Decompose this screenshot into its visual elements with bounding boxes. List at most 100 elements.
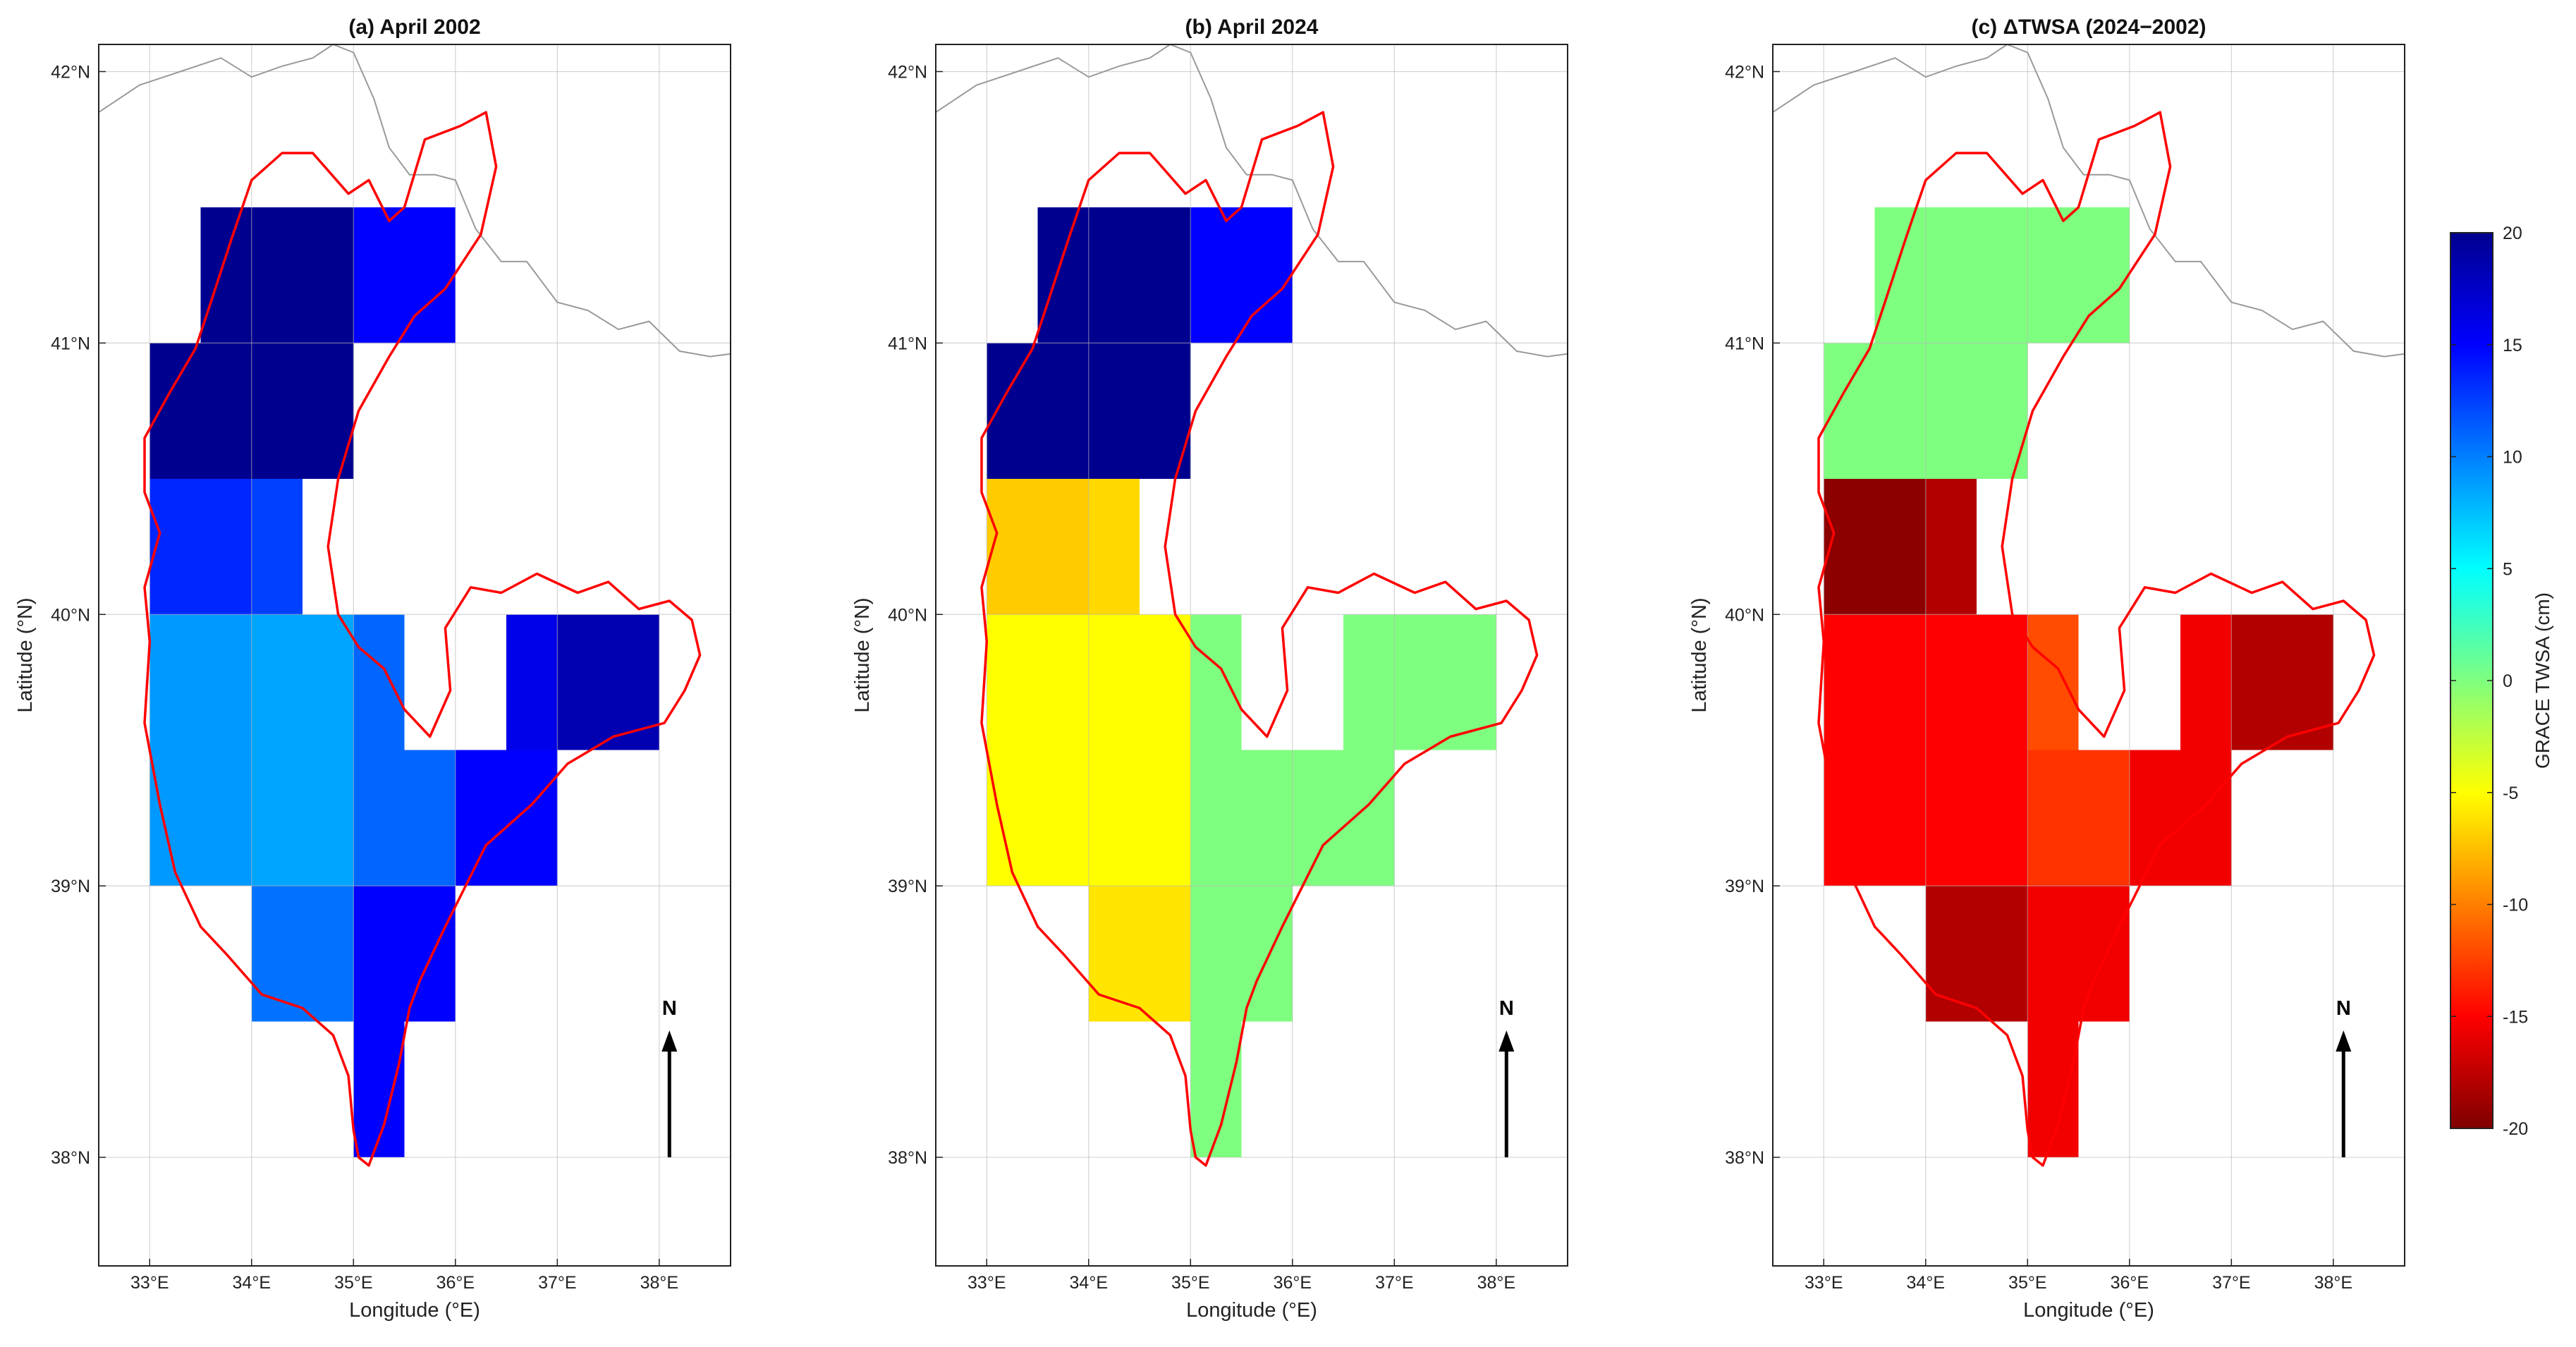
colorbar: 20 15 10 5 0 -5 -10 -15 -20 GRACE TWSA (cm) <box>2450 224 2553 1139</box>
colorbar-tick-label: 5 <box>2503 559 2513 579</box>
colorbar-tick-label: -20 <box>2503 1119 2528 1139</box>
x-tick-label: 36°E <box>1274 1273 1312 1293</box>
twsa-cell <box>2027 614 2079 750</box>
x-tick-label: 34°E <box>1070 1273 1108 1293</box>
y-tick-label: 39°N <box>888 877 927 896</box>
coastline <box>1772 43 2405 358</box>
north-arrow: N <box>661 997 678 1158</box>
basin-boundary <box>1817 111 2376 1167</box>
north-arrow-head <box>1498 1030 1515 1052</box>
y-tick-label: 39°N <box>51 877 90 896</box>
twsa-cell <box>1824 478 1926 615</box>
coastline <box>98 43 731 358</box>
twsa-cell <box>987 478 1089 615</box>
twsa-cell <box>557 614 659 750</box>
north-arrow: N <box>2336 997 2352 1158</box>
y-tick-label: 38°N <box>1725 1148 1764 1168</box>
y-tick-label: 42°N <box>51 62 90 82</box>
map-frame <box>98 44 731 1267</box>
map-panel: (c) ΔTWSA (2024−2002) 33°E 34°E 35°E 36°E 37°… <box>1688 16 2405 1322</box>
panel-title: (b) April 2024 <box>1185 16 1319 39</box>
north-arrow-head <box>2336 1030 2352 1052</box>
twsa-cell <box>251 614 354 750</box>
map-panel: (a) April 2002 33°E 34°E 35°E 36°E 37°E 38°E 42… <box>14 16 731 1322</box>
basin-boundary <box>980 111 1539 1167</box>
colorbar-tick-label: 15 <box>2503 336 2522 355</box>
twsa-cell <box>2129 750 2232 886</box>
twsa-cell <box>2180 614 2232 750</box>
twsa-cell <box>251 750 354 886</box>
twsa-cell <box>1088 478 1140 615</box>
twsa-cell <box>2027 886 2130 1022</box>
y-tick-label: 38°N <box>51 1148 90 1168</box>
north-arrow-head <box>661 1030 678 1052</box>
y-tick-label: 41°N <box>1725 334 1764 353</box>
twsa-cell <box>506 614 558 750</box>
twsa-cell <box>149 478 252 615</box>
x-tick-label: 38°E <box>2314 1273 2352 1293</box>
colorbar-label: GRACE TWSA (cm) <box>2532 592 2553 769</box>
twsa-cell <box>1343 614 1496 750</box>
x-tick-label: 36°E <box>437 1273 475 1293</box>
y-tick-label: 40°N <box>888 605 927 625</box>
x-axis-label: Longitude (°E) <box>2023 1299 2154 1322</box>
y-axis-label: Latitude (°N) <box>1688 597 1711 712</box>
y-axis-label: Latitude (°N) <box>14 597 37 712</box>
twsa-cell <box>1925 478 1977 615</box>
twsa-cell <box>1037 207 1191 343</box>
twsa-cell <box>251 886 354 1022</box>
colorbar-gradient <box>2450 233 2493 1128</box>
twsa-cell <box>2027 750 2130 886</box>
twsa-cell <box>200 207 354 343</box>
x-tick-label: 33°E <box>130 1273 169 1293</box>
twsa-cell <box>353 614 405 750</box>
panel-title: (c) ΔTWSA (2024−2002) <box>1971 16 2206 39</box>
map-frame <box>935 44 1568 1267</box>
north-label: N <box>1499 997 1514 1020</box>
twsa-cell <box>251 478 303 615</box>
twsa-cell <box>455 750 558 886</box>
north-label: N <box>2336 997 2351 1020</box>
x-tick-label: 34°E <box>1907 1273 1945 1293</box>
x-tick-label: 37°E <box>1375 1273 1413 1293</box>
colorbar-tick-label: -5 <box>2503 784 2518 803</box>
colorbar-tick-label: -15 <box>2503 1007 2528 1027</box>
x-tick-label: 35°E <box>334 1273 372 1293</box>
map-frame <box>1772 44 2405 1267</box>
twsa-cell <box>2231 614 2333 750</box>
x-tick-label: 37°E <box>2212 1273 2250 1293</box>
x-tick-label: 37°E <box>538 1273 576 1293</box>
twsa-cell <box>1190 207 1293 343</box>
twsa-cell <box>1925 886 2028 1022</box>
y-tick-label: 40°N <box>1725 605 1764 625</box>
coastline <box>935 43 1568 358</box>
twsa-cell <box>1874 207 2130 343</box>
map-panel: (b) April 2024 33°E 34°E 35°E 36°E 37°E 38°E 42… <box>851 16 1568 1322</box>
twsa-cell <box>2027 1021 2079 1158</box>
twsa-cell <box>1190 1021 1242 1158</box>
colorbar-tick-label: 0 <box>2503 671 2513 691</box>
panel-title: (a) April 2002 <box>348 16 480 39</box>
x-axis-label: Longitude (°E) <box>349 1299 480 1322</box>
x-tick-label: 36°E <box>2111 1273 2149 1293</box>
y-tick-label: 41°N <box>888 334 927 353</box>
north-arrow: N <box>1498 997 1515 1158</box>
x-tick-label: 34°E <box>233 1273 271 1293</box>
twsa-cell <box>353 1021 405 1158</box>
y-tick-label: 42°N <box>1725 62 1764 82</box>
x-tick-label: 35°E <box>2008 1273 2046 1293</box>
north-label: N <box>662 997 677 1020</box>
twsa-cell <box>353 207 456 343</box>
colorbar-tick-label: 10 <box>2503 448 2522 468</box>
x-tick-label: 35°E <box>1171 1273 1209 1293</box>
y-tick-label: 38°N <box>888 1148 927 1168</box>
twsa-cell <box>149 750 252 886</box>
y-tick-label: 42°N <box>888 62 927 82</box>
y-tick-label: 41°N <box>51 334 90 353</box>
y-axis-label: Latitude (°N) <box>851 597 874 712</box>
colorbar-tick-label: 20 <box>2503 224 2522 243</box>
twsa-cell <box>1190 886 1293 1022</box>
y-tick-label: 39°N <box>1725 877 1764 896</box>
twsa-cell <box>1088 886 1191 1022</box>
